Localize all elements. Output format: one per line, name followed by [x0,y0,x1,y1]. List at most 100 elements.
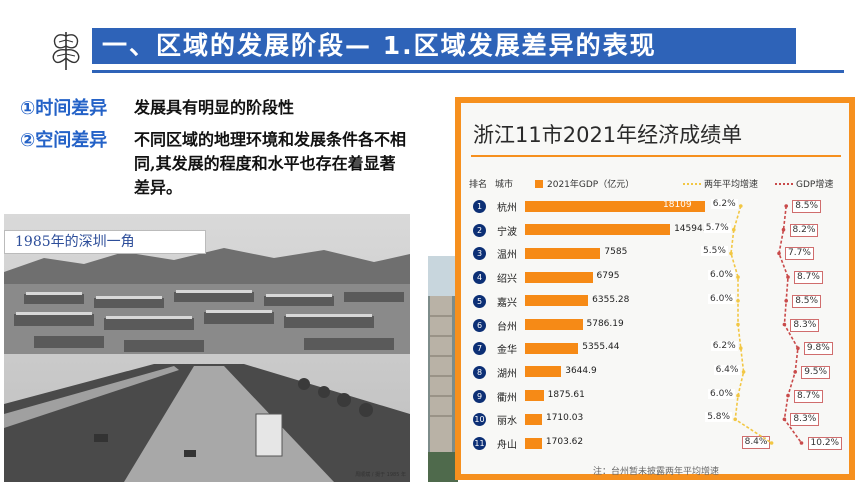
legend-avg-label: 两年平均增速 [704,180,759,190]
gdp-bar [525,200,705,212]
header-rank: 排名 [469,180,488,190]
legend-growth-swatch [775,182,793,185]
city-buildings-photo [428,256,458,482]
avg-growth-label: 5.7% [703,222,731,233]
avg-growth-line-point [736,299,740,303]
city-label: 衢州 [497,392,517,404]
city-label: 台州 [497,321,517,333]
gdp-value-label: 5786.19 [586,318,624,329]
city-label: 舟山 [497,440,517,451]
gdp-growth-label: 7.7% [785,247,814,261]
avg-growth-label: 6.4% [713,364,741,375]
gdp-growth-line-point [777,251,781,256]
gdp-bar [525,224,671,236]
gdp-value-label: 3644.9 [565,365,597,376]
title-underline [92,70,844,73]
legend-gdp: 2021年GDP（亿元） [535,177,634,190]
legend-gdp-swatch [535,179,543,188]
gdp-bar [525,366,562,378]
gdp-growth-label: 9.5% [801,365,831,379]
gdp-value-label: 1703.62 [545,437,584,447]
legend-avg: 两年平均增速 [683,177,758,190]
legend-growth-label: GDP增速 [796,180,834,190]
chart-note: 注：台州暂未披露两年平均增速 [593,467,720,477]
city-label: 温州 [497,250,517,262]
avg-growth-label: 5.8% [705,412,733,423]
gdp-value-label: 6355.28 [592,294,630,305]
leaf-icon [52,32,80,70]
avg-growth-line-point [741,370,746,374]
gdp-bar [525,342,579,354]
rank-badge: 3 [473,247,486,261]
rank-badge: 5 [473,294,486,308]
gdp-growth-label: 8.5% [792,294,822,308]
avg-growth-label: 6.0% [708,270,735,281]
avg-growth-line-point [736,275,740,279]
gdp-bar [525,247,601,259]
avg-growth-label: 5.5% [701,246,728,257]
legend-avg-swatch [683,182,701,185]
gdp-bar [525,271,593,283]
avg-growth-line-point [733,417,737,422]
rank-badge: 9 [473,389,486,403]
rank-badge: 2 [473,223,486,237]
legend-gdp-label: 2021年GDP（亿元） [547,180,635,190]
avg-growth-line [730,205,773,444]
gdp-bar [525,319,583,330]
photo-credit: 周顺斌 / 摄于 1985 年 [355,472,406,478]
gdp-growth-line-point [786,393,790,398]
gdp-value-label: 14594.9 [674,223,712,234]
rank-badge: 8 [473,365,486,379]
gdp-growth-label: 8.2% [789,223,819,237]
gdp-value-label: 18109 [663,200,692,210]
gdp-bar [525,437,542,449]
city-label: 杭州 [497,203,517,214]
gdp-growth-line-point [793,370,797,374]
point-text: 不同区域的地理环境和发展条件各不相同,其发展的程度和水平也存在着显著差异。 [134,130,407,197]
point-text: 发展具有明显的阶段性 [134,98,295,117]
gdp-value-label: 7585 [604,247,628,258]
gdp-growth-label: 8.7% [794,389,823,403]
city-label: 宁波 [497,226,517,238]
avg-growth-label: 6.2% [710,341,738,352]
rank-badge: 6 [473,318,486,332]
gdp-growth-line-point [784,299,788,303]
avg-growth-line-point [736,393,740,398]
point-label: ②空间差异 [20,130,108,151]
gdp-bar [525,295,589,307]
chart-title: 浙江11市2021年经济成绩单 [473,123,743,147]
header-city: 城市 [495,180,514,190]
rank-badge: 10 [473,413,486,427]
gdp-growth-line-point [781,227,786,232]
gdp-growth-label: 8.3% [790,413,820,427]
avg-growth-line-point [739,346,743,350]
gdp-value-label: 6795 [596,271,620,282]
point-label: ①时间差异 [20,98,108,119]
city-label: 金华 [497,345,517,357]
gdp-growth-line-point [782,322,787,327]
avg-growth-label: 8.4% [741,436,771,449]
rank-badge: 4 [473,271,486,285]
avg-growth-label: 6.2% [710,199,738,209]
gdp-growth-line-point [784,204,788,208]
gdp-growth-label: 8.7% [794,271,823,285]
city-label: 绍兴 [497,274,517,286]
city-label: 丽水 [497,416,517,428]
avg-growth-label: 6.0% [708,388,735,399]
rank-badge: 7 [473,342,486,356]
chart-area: 浙江11市2021年经济成绩单 排名 城市 2021年GDP（亿元） 两年平均增… [461,103,849,477]
gdp-growth-line-point [782,417,787,422]
photo-caption: 1985年的深圳一角 [4,230,206,254]
gdp-value-label: 5355.44 [582,342,620,353]
gdp-growth-line-point [796,346,800,350]
gdp-bar [525,413,542,425]
gdp-growth-label: 9.8% [803,342,833,356]
avg-growth-label: 6.0% [708,293,735,304]
legend-growth: GDP增速 [775,177,833,190]
gdp-value-label: 1875.61 [547,389,585,400]
gdp-growth-label: 8.5% [792,200,822,213]
slide-title: 一、区域的发展阶段— 1.区域发展差异的表现 [92,28,796,64]
rank-badge: 1 [473,200,486,213]
gdp-growth-label: 8.3% [790,318,820,332]
gdp-value-label: 1710.03 [545,413,584,424]
